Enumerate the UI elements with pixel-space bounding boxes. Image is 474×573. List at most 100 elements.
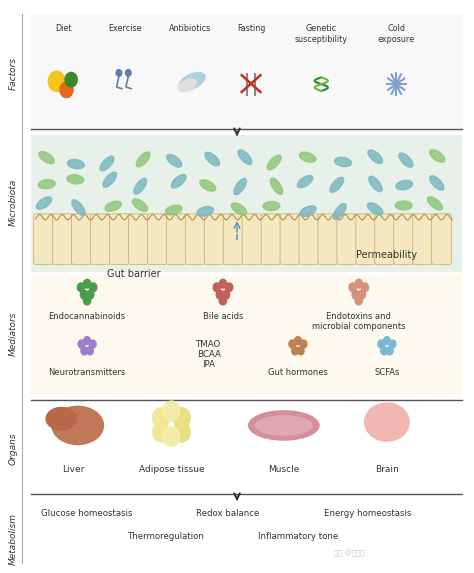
Ellipse shape [163,426,180,447]
Text: Gut hormones: Gut hormones [268,368,328,377]
Ellipse shape [263,202,280,210]
Circle shape [81,291,88,299]
Ellipse shape [178,79,196,92]
Ellipse shape [173,407,191,427]
Text: Metabolism: Metabolism [9,513,18,565]
Text: Redox balance: Redox balance [196,509,259,518]
FancyBboxPatch shape [128,214,148,264]
Ellipse shape [36,197,52,209]
Circle shape [216,291,224,299]
Circle shape [126,69,131,76]
Circle shape [381,347,387,355]
Text: Brain: Brain [375,465,399,474]
Ellipse shape [39,152,54,164]
Circle shape [355,296,363,305]
Circle shape [65,72,77,87]
Ellipse shape [72,200,85,215]
Text: Organs: Organs [9,433,18,465]
Circle shape [222,291,229,299]
Circle shape [60,82,73,97]
Circle shape [84,337,91,345]
Ellipse shape [134,178,146,194]
Circle shape [81,347,88,355]
FancyBboxPatch shape [280,214,300,264]
Ellipse shape [300,206,316,217]
Ellipse shape [270,178,283,194]
FancyBboxPatch shape [204,214,224,264]
Text: Exercise: Exercise [108,24,141,33]
Text: SCFAs: SCFAs [374,368,400,377]
Circle shape [86,291,94,299]
Ellipse shape [171,175,186,188]
Circle shape [352,291,359,299]
Text: Neurotransmitters: Neurotransmitters [48,368,126,377]
Text: Diet: Diet [55,24,72,33]
Ellipse shape [137,152,150,167]
Circle shape [87,347,93,355]
Circle shape [213,283,220,292]
Text: Glucose homeostasis: Glucose homeostasis [41,509,133,518]
Ellipse shape [103,172,117,187]
Ellipse shape [152,422,170,442]
Ellipse shape [200,180,216,191]
Ellipse shape [428,197,442,210]
Circle shape [116,69,122,76]
Ellipse shape [395,201,412,210]
FancyBboxPatch shape [109,214,129,264]
Ellipse shape [173,422,191,442]
Circle shape [294,337,301,345]
Circle shape [77,283,85,292]
Ellipse shape [152,407,170,427]
Circle shape [361,283,369,292]
Text: Mediators: Mediators [9,312,18,356]
Ellipse shape [399,153,413,167]
Ellipse shape [205,152,219,166]
Text: Bile acids: Bile acids [203,312,243,321]
Ellipse shape [249,411,319,440]
Ellipse shape [179,73,205,90]
Text: Permeability: Permeability [356,250,418,260]
Ellipse shape [38,180,55,189]
Ellipse shape [234,178,246,195]
Ellipse shape [67,175,84,184]
Circle shape [358,291,365,299]
Ellipse shape [197,206,213,216]
FancyBboxPatch shape [318,214,337,264]
Ellipse shape [396,180,412,190]
Ellipse shape [371,423,394,439]
Ellipse shape [163,401,180,421]
FancyBboxPatch shape [432,214,451,264]
FancyBboxPatch shape [31,135,462,272]
FancyBboxPatch shape [53,214,73,264]
Ellipse shape [300,152,316,162]
FancyBboxPatch shape [147,214,167,264]
Text: Energy homeostasis: Energy homeostasis [325,509,412,518]
Ellipse shape [52,406,103,445]
Ellipse shape [369,176,382,191]
Ellipse shape [297,175,313,188]
FancyBboxPatch shape [72,214,91,264]
Circle shape [219,296,227,305]
Ellipse shape [46,407,77,430]
FancyBboxPatch shape [223,214,243,264]
Text: Microbiota: Microbiota [9,178,18,226]
Ellipse shape [367,203,383,215]
Ellipse shape [267,155,281,170]
Circle shape [48,71,65,92]
Text: Muscle: Muscle [268,465,300,474]
Circle shape [90,283,97,292]
FancyBboxPatch shape [242,214,262,264]
FancyBboxPatch shape [91,214,110,264]
Circle shape [219,279,227,288]
Text: TMAO
BCAA
IPA: TMAO BCAA IPA [196,340,221,370]
Ellipse shape [256,416,312,435]
Circle shape [78,340,85,348]
FancyBboxPatch shape [356,214,375,264]
Text: Liver: Liver [62,465,84,474]
Circle shape [83,296,91,305]
Ellipse shape [100,156,114,171]
Circle shape [355,279,363,288]
Ellipse shape [132,199,147,211]
Ellipse shape [333,203,346,219]
FancyBboxPatch shape [261,214,281,264]
